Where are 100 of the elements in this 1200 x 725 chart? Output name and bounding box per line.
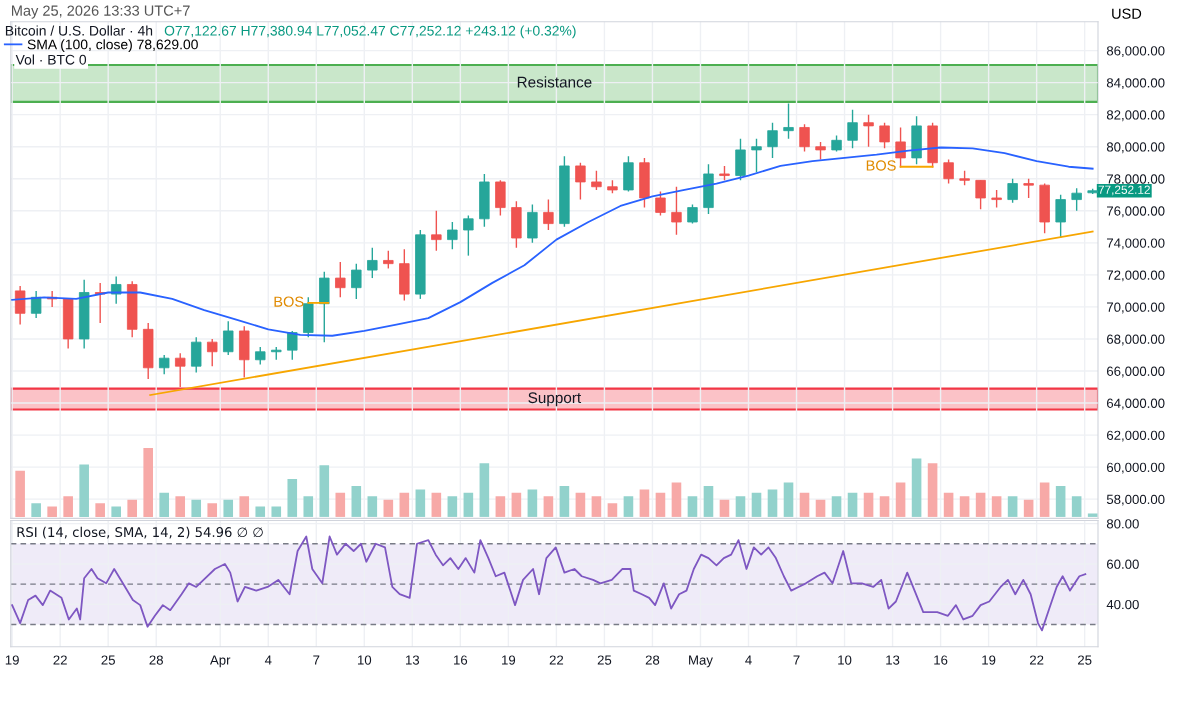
x-tick-label: May	[689, 655, 713, 668]
x-tick-label: 13	[406, 655, 420, 665]
y-tick-label: 74,000.00	[1107, 238, 1165, 250]
candlestick	[30, 290, 42, 319]
candlestick	[335, 261, 346, 298]
bar	[287, 479, 298, 517]
bar	[303, 496, 314, 517]
bar	[431, 492, 442, 517]
bar	[1055, 485, 1066, 517]
bar	[111, 506, 121, 517]
band-label: Resistance	[517, 76, 592, 88]
bar	[863, 492, 874, 517]
x-tick-label: 25	[101, 655, 115, 665]
bar	[271, 506, 282, 517]
bar	[527, 489, 538, 517]
candlestick	[351, 262, 362, 300]
line-series	[11, 146, 1094, 337]
candlestick	[767, 121, 778, 159]
y-tick-label: 58,000.00	[1106, 494, 1165, 506]
candlestick	[655, 190, 666, 217]
bar	[351, 485, 362, 517]
candlestick	[783, 102, 794, 140]
bar	[575, 492, 586, 517]
y-tick-label: 82,000.00	[1106, 110, 1165, 122]
bar	[1039, 482, 1050, 517]
candlestick	[1023, 178, 1034, 199]
candlestick	[847, 109, 858, 150]
bar	[511, 492, 522, 517]
candlestick	[223, 320, 234, 356]
y-tick-label: 80.00	[1106, 519, 1139, 529]
candlestick	[207, 338, 218, 367]
x-tick-label: 13	[886, 655, 900, 665]
chart-title: Bitcoin / U.S. Dollar · 4h	[5, 25, 153, 36]
y-tick-label: 62,000.00	[1107, 430, 1165, 442]
candlestick	[1071, 187, 1082, 212]
bar	[1023, 499, 1034, 517]
bar	[655, 492, 666, 517]
candlestick	[879, 121, 890, 150]
bar	[47, 506, 57, 517]
text: May 25, 2026 13:33 UTC+7	[12, 5, 190, 19]
candlestick	[575, 162, 586, 201]
y-axis-title: USD	[1112, 8, 1142, 19]
candlestick	[110, 275, 122, 305]
candlestick	[14, 285, 26, 326]
y-tick-label: 60,000.00	[1107, 462, 1165, 474]
bar	[207, 503, 218, 517]
candlestick	[158, 354, 170, 375]
bar	[847, 492, 858, 517]
y-tick-label: 78,000.00	[1107, 174, 1165, 186]
y-tick-label: 66,000.00	[1107, 366, 1165, 378]
x-tick-label: Apr	[210, 655, 231, 668]
candlestick	[447, 221, 458, 250]
candlestick	[1055, 194, 1066, 239]
y-tick-label: 40.00	[1106, 599, 1139, 610]
x-tick-label: 22	[1029, 655, 1044, 665]
bar	[799, 492, 810, 517]
y-tick-label: 72,000.00	[1107, 270, 1165, 282]
bar	[319, 465, 330, 517]
bar	[927, 463, 938, 517]
chart-title: RSI (14, close, SMA, 14, 2) 54.96 ∅ ∅	[17, 526, 263, 539]
x-tick-label: 4	[745, 655, 752, 665]
candlestick	[1007, 178, 1018, 204]
x-tick-label: 19	[5, 655, 19, 665]
annotation: BOS	[866, 160, 896, 171]
bar	[239, 496, 250, 517]
bar	[1071, 496, 1082, 517]
bar	[767, 489, 778, 517]
x-tick-label: 10	[357, 655, 372, 665]
bar	[383, 499, 394, 517]
candlestick	[799, 123, 810, 153]
annotation: BOS	[274, 296, 304, 307]
bar	[559, 485, 570, 517]
bar	[479, 463, 490, 517]
x-tick-label: 28	[149, 655, 163, 665]
candlestick	[671, 186, 682, 236]
x-tick-label: 28	[645, 655, 660, 665]
annotation: 77,252.12	[1098, 185, 1150, 196]
bar	[543, 496, 554, 517]
bar	[975, 492, 986, 517]
bar	[831, 496, 842, 517]
bar	[143, 448, 153, 517]
y-tick-label: 60.00	[1107, 559, 1139, 569]
bar	[687, 496, 698, 517]
candlestick	[895, 126, 906, 169]
bar	[719, 499, 730, 517]
y-tick-label: 64,000.00	[1107, 398, 1165, 410]
bar	[79, 464, 89, 517]
bar	[63, 496, 73, 517]
bar	[1007, 496, 1018, 517]
candlestick	[863, 113, 874, 148]
bar	[879, 496, 890, 517]
bar	[415, 489, 426, 517]
bar	[751, 492, 762, 517]
x-tick-label: 22	[549, 655, 564, 665]
y-tick-label: 70,000.00	[1107, 302, 1165, 314]
bar	[1087, 513, 1098, 517]
bar	[175, 496, 186, 517]
x-tick-label: 16	[454, 655, 468, 665]
bar	[127, 499, 137, 517]
candlestick	[367, 246, 378, 279]
